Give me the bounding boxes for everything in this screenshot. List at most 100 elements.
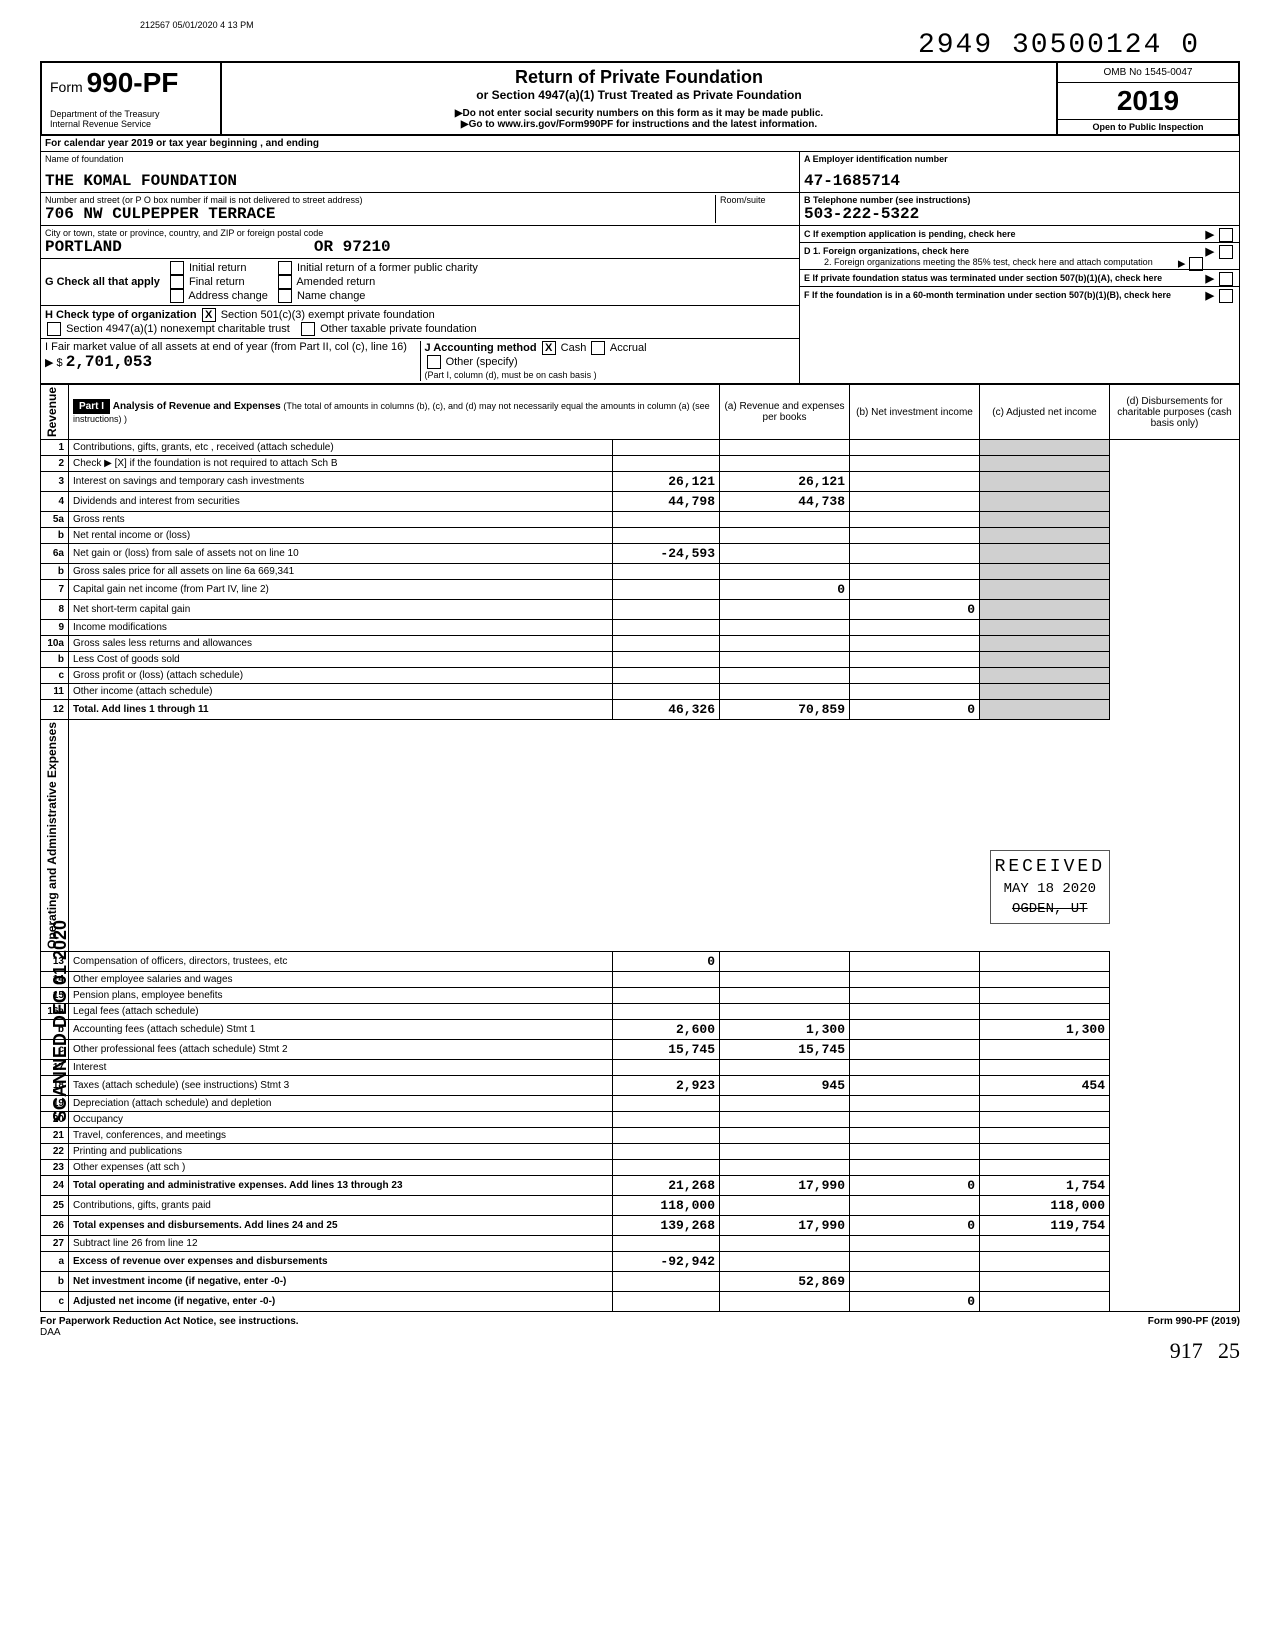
col-b-val [720,456,850,472]
col-b-val [720,1251,850,1271]
table-row: 3 Interest on savings and temporary cash… [41,472,1240,492]
line-desc: Other employee salaries and wages [69,971,613,987]
line-desc: Gross profit or (loss) (attach schedule) [69,668,613,684]
col-b-val [720,440,850,456]
dept-treasury: Department of the Treasury [50,109,212,119]
col-b-val [720,528,850,544]
col-d-val [980,528,1110,544]
table-row: b Net investment income (if negative, en… [41,1271,1240,1291]
col-c-val [850,1159,980,1175]
daa-footer: DAA [40,1327,1240,1338]
g-opt-1: Final return [189,276,245,288]
col-c-val: 0 [850,1215,980,1235]
table-row: 4 Dividends and interest from securities… [41,492,1240,512]
address-change-check[interactable] [170,289,184,303]
col-b-val [720,1127,850,1143]
line-desc: Check ▶ [X] if the foundation is not req… [69,456,613,472]
line-number: 12 [41,700,69,720]
table-row: a Excess of revenue over expenses and di… [41,1251,1240,1271]
col-c-header: (c) Adjusted net income [980,385,1110,440]
cash-check[interactable]: X [542,341,556,355]
form-footer: Form 990-PF (2019) [1148,1316,1240,1327]
exemption-pending-check[interactable] [1219,228,1233,242]
other-taxable-check[interactable] [301,322,315,336]
accrual-check[interactable] [591,341,605,355]
col-a-val [613,668,720,684]
col-d-val [980,440,1110,456]
4947a1-check[interactable] [47,322,61,336]
final-return-check[interactable] [170,275,184,289]
initial-return-check[interactable] [170,261,184,275]
h-opt-1: Section 4947(a)(1) nonexempt charitable … [66,323,290,335]
table-row: 21 Travel, conferences, and meetings [41,1127,1240,1143]
line-desc: Compensation of officers, directors, tru… [69,951,613,971]
col-a-val [613,987,720,1003]
col-a-val [613,440,720,456]
col-d-val [980,1095,1110,1111]
col-c-val [850,1059,980,1075]
col-c-val [850,987,980,1003]
line-number: 25 [41,1195,69,1215]
line-desc: Income modifications [69,620,613,636]
col-c-val [850,1127,980,1143]
col-a-val [613,636,720,652]
table-row: b Accounting fees (attach schedule) Stmt… [41,1019,1240,1039]
line-number: c [41,1291,69,1311]
col-d-val [980,668,1110,684]
table-row: c Gross profit or (loss) (attach schedul… [41,668,1240,684]
col-a-val [613,1235,720,1251]
g-label: G Check all that apply [45,276,160,288]
amended-return-check[interactable] [278,275,292,289]
line-number: b [41,652,69,668]
fmv-value: 2,701,053 [66,353,152,371]
former-charity-check[interactable] [278,261,292,275]
col-c-val: 0 [850,700,980,720]
col-c-val [850,1039,980,1059]
handwriting-2: 25 [1218,1338,1240,1363]
col-a-val: -92,942 [613,1251,720,1271]
dln-number: 2949 30500124 0 [40,30,1240,61]
col-b-val [720,1195,850,1215]
col-a-val: 2,923 [613,1075,720,1095]
col-b-val: 1,300 [720,1019,850,1039]
501c3-check[interactable]: X [202,308,216,322]
col-b-val: 17,990 [720,1175,850,1195]
col-d-header: (d) Disbursements for charitable purpose… [1110,385,1240,440]
col-b-val [720,1143,850,1159]
col-b-val [720,636,850,652]
table-row: 15 Pension plans, employee benefits [41,987,1240,1003]
name-change-check[interactable] [278,289,292,303]
line-desc: Net rental income or (loss) [69,528,613,544]
table-row: 20 Occupancy [41,1111,1240,1127]
scan-header: 212567 05/01/2020 4 13 PM [140,20,1240,30]
col-a-header: (a) Revenue and expenses per books [720,385,850,440]
col-a-val: 118,000 [613,1195,720,1215]
col-a-val [613,1271,720,1291]
received-line3: OGDEN, UT [995,900,1105,920]
room-label: Room/suite [720,195,795,205]
calendar-year-row: For calendar year 2019 or tax year begin… [40,136,1240,152]
col-a-val: 46,326 [613,700,720,720]
g-opt-4: Amended return [296,276,375,288]
line-desc: Net short-term capital gain [69,600,613,620]
terminated-check[interactable] [1219,272,1233,286]
phone-label: B Telephone number (see instructions) [804,195,1235,205]
line-number: 22 [41,1143,69,1159]
line-desc: Printing and publications [69,1143,613,1159]
line-number: 2 [41,456,69,472]
other-method-check[interactable] [427,355,441,369]
col-b-val [720,652,850,668]
col-c-val [850,528,980,544]
col-b-val [720,1003,850,1019]
60month-check[interactable] [1219,289,1233,303]
col-b-val [720,1111,850,1127]
col-d-val: 1,300 [980,1019,1110,1039]
table-row: 26 Total expenses and disbursements. Add… [41,1215,1240,1235]
col-c-val [850,1143,980,1159]
form-prefix: Form [50,79,83,95]
col-a-val: 15,745 [613,1039,720,1059]
line-number: b [41,564,69,580]
85pct-check[interactable] [1189,257,1203,271]
foreign-org-check[interactable] [1219,245,1233,259]
col-a-val: 139,268 [613,1215,720,1235]
